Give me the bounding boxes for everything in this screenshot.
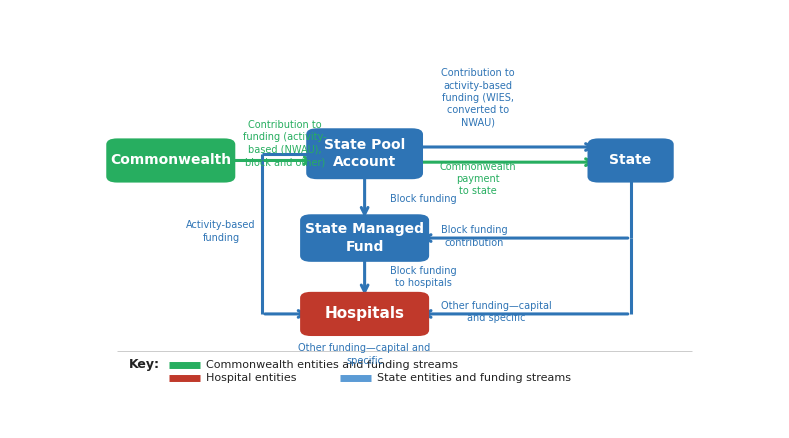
- Text: State entities and funding streams: State entities and funding streams: [377, 373, 571, 383]
- Text: Block funding
contribution: Block funding contribution: [441, 225, 507, 247]
- Text: Other funding—capital and
specific: Other funding—capital and specific: [298, 343, 431, 366]
- Text: Hospital entities: Hospital entities: [206, 373, 296, 383]
- FancyBboxPatch shape: [300, 214, 429, 262]
- Text: Key:: Key:: [129, 358, 160, 371]
- Text: Block funding
to hospitals: Block funding to hospitals: [390, 265, 456, 288]
- Text: Contribution to
funding (activity-
based (NWAU),
block and other): Contribution to funding (activity- based…: [243, 120, 327, 167]
- FancyBboxPatch shape: [107, 138, 235, 183]
- Text: Other funding—capital
and specific: Other funding—capital and specific: [441, 301, 552, 323]
- Text: State: State: [609, 153, 652, 167]
- Text: Commonwealth entities and funding streams: Commonwealth entities and funding stream…: [206, 360, 458, 370]
- Text: State Managed
Fund: State Managed Fund: [305, 223, 424, 254]
- FancyBboxPatch shape: [588, 138, 674, 183]
- Text: State Pool
Account: State Pool Account: [324, 138, 406, 170]
- FancyBboxPatch shape: [300, 292, 429, 336]
- Text: Contribution to
activity-based
funding (WIES,
converted to
NWAU): Contribution to activity-based funding (…: [441, 68, 514, 128]
- Text: Commonwealth: Commonwealth: [110, 153, 231, 167]
- Text: Commonwealth
payment
to state: Commonwealth payment to state: [439, 162, 516, 196]
- Text: Activity-based
funding: Activity-based funding: [186, 220, 256, 243]
- Text: Block funding: Block funding: [390, 194, 456, 204]
- FancyBboxPatch shape: [306, 128, 423, 179]
- Text: Hospitals: Hospitals: [324, 307, 405, 321]
